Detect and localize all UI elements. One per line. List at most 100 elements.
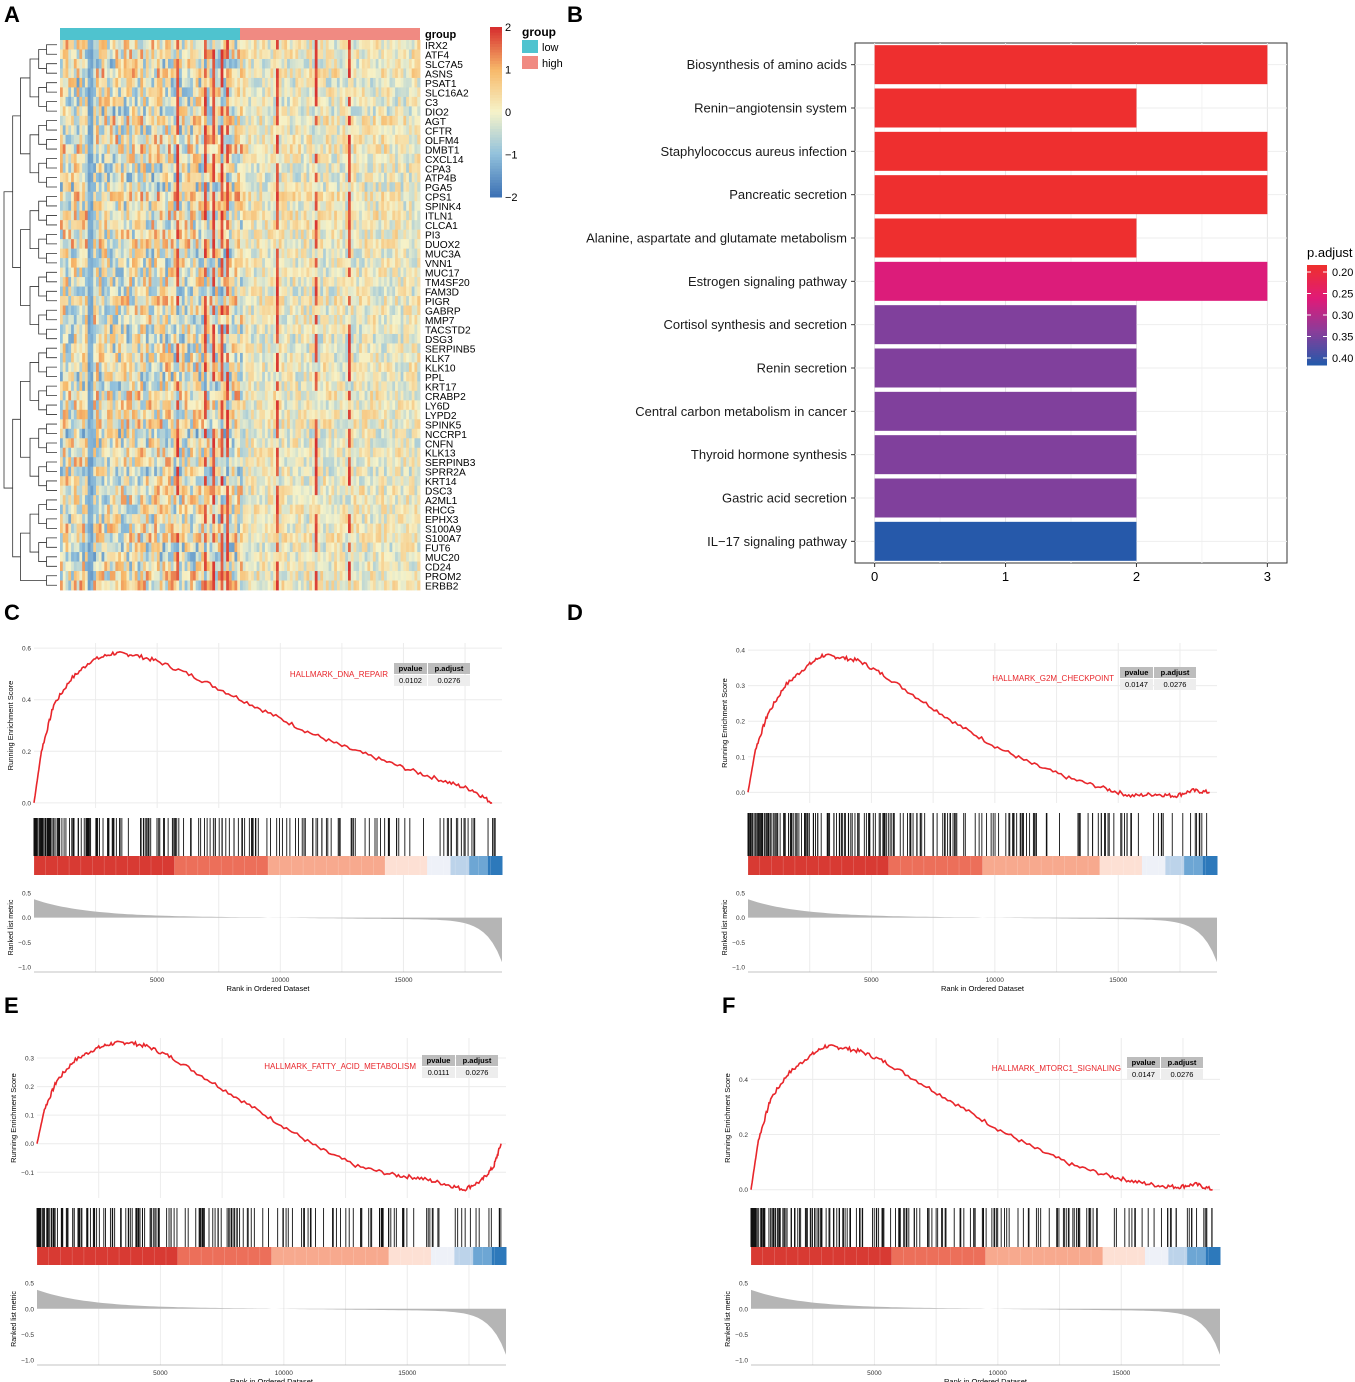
heatmap-cell <box>134 125 138 136</box>
heatmap-cell <box>273 153 277 164</box>
heatmap-cell <box>400 277 404 287</box>
heatmap-cell <box>84 201 89 212</box>
heatmap-cell <box>179 315 183 325</box>
heatmap-cell <box>384 49 388 60</box>
heatmap-cell <box>206 163 210 174</box>
heatmap-cell <box>209 362 213 373</box>
heatmap-cell <box>192 172 197 183</box>
heatmap-cell <box>192 296 197 306</box>
heatmap-cell <box>220 163 224 174</box>
heatmap-cell <box>209 381 213 392</box>
heatmap-cell <box>295 96 299 107</box>
heatmap-cell <box>287 371 291 382</box>
heatmap-cell <box>143 324 147 335</box>
heatmap-cell <box>134 381 138 392</box>
heatmap-cell <box>353 371 357 382</box>
heatmap-cell <box>370 324 374 335</box>
heatmap-cell <box>292 40 296 50</box>
heatmap-cell <box>253 68 258 79</box>
heatmap-cell <box>179 267 183 278</box>
heatmap-cell <box>336 381 341 392</box>
gene-label: TM4SF20 <box>425 278 470 289</box>
heatmap-cell <box>306 390 310 401</box>
heatmap-cell <box>104 58 108 69</box>
heatmap-cell <box>79 40 83 50</box>
heatmap-cell <box>134 315 138 325</box>
heatmap-cell <box>328 134 332 145</box>
heatmap-cell <box>303 191 307 202</box>
heatmap-cell <box>251 305 255 316</box>
heatmap-cell <box>223 106 227 117</box>
heatmap-cell <box>93 134 97 145</box>
heatmap-cell <box>264 277 269 287</box>
heatmap-cell <box>201 362 205 373</box>
heatmap-cell <box>190 77 194 88</box>
heatmap-cell <box>123 277 127 287</box>
heatmap-cell <box>276 381 280 392</box>
heatmap-cell <box>289 87 294 98</box>
heatmap-cell <box>134 58 138 69</box>
heatmap-cell <box>107 115 111 126</box>
heatmap-cell <box>353 144 357 155</box>
heatmap-cell <box>400 172 404 183</box>
heatmap-cell <box>414 68 418 79</box>
heatmap-cell <box>287 296 291 306</box>
heatmap-cell <box>359 144 363 155</box>
heatmap-cell <box>165 191 169 202</box>
heatmap-cell <box>417 390 421 401</box>
heatmap-cell <box>170 352 174 363</box>
heatmap-cell <box>248 229 252 240</box>
heatmap-cell <box>400 333 404 344</box>
heatmap-cell <box>325 362 330 373</box>
heatmap-cell <box>378 115 382 126</box>
heatmap-cell <box>190 333 194 344</box>
heatmap-cell <box>262 305 266 316</box>
heatmap-cell <box>253 87 258 98</box>
group-bar-low <box>60 28 240 40</box>
heatmap-cell <box>381 191 385 202</box>
heatmap-cell <box>98 134 102 145</box>
heatmap-cell <box>98 390 102 401</box>
heatmap-cell <box>392 315 396 325</box>
heatmap-cell <box>137 106 141 117</box>
heatmap-cell <box>292 352 296 363</box>
heatmap-cell <box>364 267 368 278</box>
heatmap-cell <box>328 191 332 202</box>
heatmap-cell <box>217 106 222 117</box>
heatmap-cell <box>414 381 418 392</box>
heatmap-cell <box>264 324 269 335</box>
heatmap-cell <box>96 371 100 382</box>
heatmap-cell <box>381 315 385 325</box>
heatmap-cell <box>414 277 418 287</box>
heatmap-cell <box>298 343 302 354</box>
heatmap-cell <box>372 191 377 202</box>
heatmap-cell <box>314 191 318 202</box>
heatmap-cell <box>284 68 288 79</box>
heatmap-cell <box>364 229 368 240</box>
heatmap-cell <box>267 134 271 145</box>
heatmap-cell <box>295 68 299 79</box>
heatmap-cell <box>356 305 360 316</box>
heatmap-cell <box>359 106 363 117</box>
heatmap-cell <box>403 296 407 306</box>
heatmap-cell <box>300 229 305 240</box>
heatmap-cell <box>154 68 158 79</box>
heatmap-cell <box>323 277 327 287</box>
heatmap-cell <box>231 96 235 107</box>
heatmap-cell <box>289 239 294 250</box>
heatmap-cell <box>395 49 399 60</box>
heatmap-cell <box>406 163 410 174</box>
heatmap-cell <box>162 68 166 79</box>
heatmap-cell <box>220 296 224 306</box>
heatmap-cell <box>145 324 150 335</box>
heatmap-cell <box>309 390 313 401</box>
heatmap-cell <box>414 40 418 50</box>
heatmap-cell <box>112 286 116 297</box>
heatmap-cell <box>359 352 363 363</box>
heatmap-cell <box>129 172 133 183</box>
heatmap-cell <box>126 381 130 392</box>
heatmap-cell <box>206 134 210 145</box>
heatmap-cell <box>109 49 114 60</box>
heatmap-cell <box>101 172 105 183</box>
heatmap-cell <box>231 229 235 240</box>
